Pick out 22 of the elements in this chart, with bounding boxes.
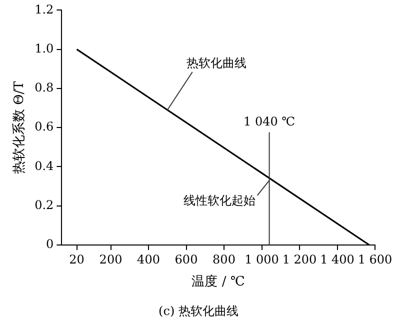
- x-tick-label: 1 400: [320, 252, 354, 266]
- y-tick-label: 0.2: [34, 198, 54, 212]
- text: (c) 热软化曲线: [158, 304, 238, 318]
- y-tick-label: 1.2: [34, 2, 54, 16]
- x-tick-label: 20: [69, 252, 84, 266]
- y-tick-label: 0: [46, 237, 54, 252]
- y-tick-label: 1.0: [34, 41, 54, 56]
- x-tick-label: 400: [137, 252, 160, 266]
- y-tick-label: 0.4: [34, 158, 54, 173]
- x-tick-label: 200: [99, 252, 122, 266]
- y-tick-label: 0.6: [34, 120, 54, 134]
- annotation: 线性软化起始: [183, 194, 256, 208]
- x-axis-title: 温度 / ℃: [192, 274, 245, 290]
- x-tick-label: 600: [174, 252, 198, 266]
- ref-line-label: 1 040 ℃: [244, 114, 296, 128]
- x-tick-label: 800: [212, 252, 236, 266]
- y-axis-title: 热软化系数 Θ/T: [12, 80, 28, 174]
- y-tick-label: 0.8: [34, 80, 54, 95]
- annotation: 热软化曲线: [186, 56, 246, 70]
- x-tick-label: 1 000: [244, 252, 279, 266]
- x-tick-label: 1 600: [358, 252, 392, 266]
- x-tick-label: 1 200: [282, 252, 317, 266]
